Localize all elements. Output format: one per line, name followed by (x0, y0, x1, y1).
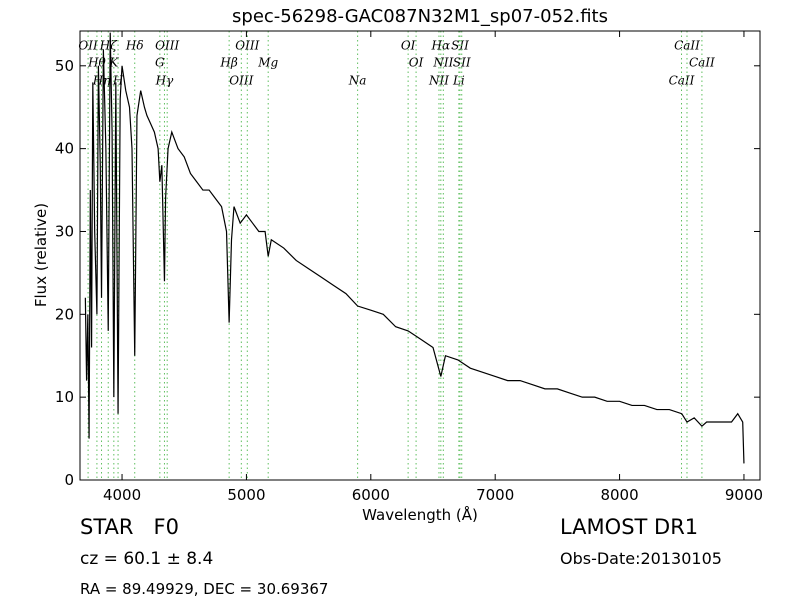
spectral-line-label: OIII (229, 74, 253, 88)
x-tick-label: 9000 (725, 486, 763, 504)
spectral-line-label: Hη (92, 74, 111, 88)
y-tick-label: 50 (55, 57, 74, 75)
spectral-line-label: K (108, 56, 119, 70)
y-tick-label: 10 (55, 388, 74, 406)
object-class: STAR F0 (80, 515, 179, 539)
spectral-line-label: SII (453, 56, 471, 70)
spectral-line-label: CaII (674, 39, 700, 53)
spectral-line-label: Mg (257, 56, 278, 70)
spectrum-line (84, 32, 745, 464)
data-release: LAMOST DR1 (560, 515, 698, 539)
spectral-line-label: SII (451, 39, 469, 53)
x-tick-label: 8000 (600, 486, 638, 504)
y-tick-label: 20 (55, 305, 74, 323)
spectral-line-label: OI (401, 39, 416, 53)
y-tick-label: 0 (64, 471, 74, 489)
spectral-line-label: Hα (431, 39, 451, 53)
y-tick-label: 30 (55, 222, 74, 240)
redshift: cz = 60.1 ± 8.4 (80, 549, 213, 569)
chart-title: spec-56298-GAC087N32M1_sp07-052.fits (232, 6, 608, 27)
coordinates: RA = 89.49929, DEC = 30.69367 (80, 580, 328, 598)
spectral-line-label: OI (409, 56, 424, 70)
spectral-line-label: Hζ (99, 39, 118, 53)
x-tick-label: 5000 (227, 486, 265, 504)
spectral-line-label: NII (428, 74, 449, 88)
spectral-line-label: CaII (689, 56, 715, 70)
spectral-line-label: OII (78, 39, 98, 53)
spectral-line-label: CaII (669, 74, 695, 88)
x-tick-label: 4000 (103, 486, 141, 504)
y-axis-label: Flux (relative) (32, 203, 50, 307)
spectral-line-label: Hβ (219, 56, 237, 70)
spectral-line-label: Hδ (125, 39, 144, 53)
spectral-line-label: Li (452, 74, 465, 88)
spectral-line-label: G (155, 56, 165, 70)
x-axis-label: Wavelength (Å) (362, 505, 478, 524)
y-tick-label: 40 (55, 140, 74, 158)
spectral-line-label: OIII (155, 39, 179, 53)
spectral-line-label: OIII (235, 39, 259, 53)
plot-frame (79, 30, 761, 481)
spectral-line-label: Na (348, 74, 367, 88)
obs-date: Obs-Date:20130105 (560, 549, 722, 568)
spectral-line-label: NII (432, 56, 453, 70)
x-tick-label: 6000 (352, 486, 390, 504)
x-tick-label: 7000 (476, 486, 514, 504)
spectral-line-label: Hγ (155, 74, 174, 88)
